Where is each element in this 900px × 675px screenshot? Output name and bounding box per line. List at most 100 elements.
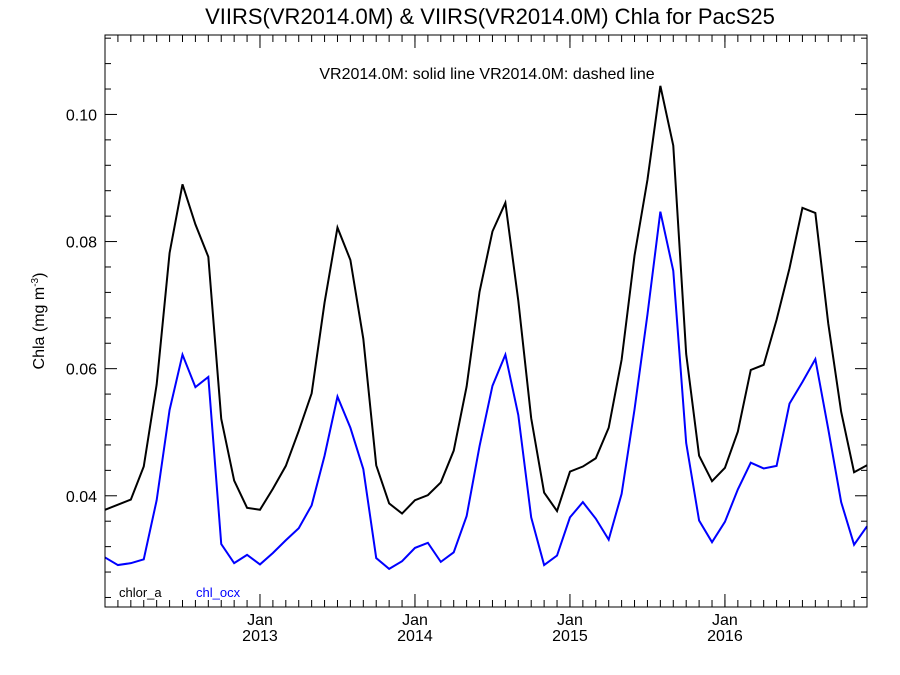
data-point-chl_ocx	[698, 520, 700, 522]
data-point-chl_ocx	[117, 564, 119, 566]
data-point-chl_ocx	[324, 455, 326, 457]
data-point-chl_ocx	[233, 562, 235, 564]
data-point-chlor_a	[466, 385, 468, 387]
data-point-chl_ocx	[737, 488, 739, 490]
data-point-chl_ocx	[311, 504, 313, 506]
data-point-chlor_a	[840, 411, 842, 413]
data-point-chl_ocx	[207, 376, 209, 378]
data-point-chl_ocx	[711, 541, 713, 543]
plot-frame	[104, 34, 868, 608]
data-point-chl_ocx	[401, 560, 403, 562]
data-point-chlor_a	[427, 494, 429, 496]
data-point-chl_ocx	[272, 552, 274, 554]
data-point-chl_ocx	[388, 568, 390, 570]
data-point-chl_ocx	[582, 501, 584, 503]
data-point-chl_ocx	[621, 493, 623, 495]
data-point-chlor_a	[556, 510, 558, 512]
data-point-chlor_a	[117, 504, 119, 506]
series-layer	[104, 85, 868, 571]
data-point-chlor_a	[272, 488, 274, 490]
data-point-chl_ocx	[453, 551, 455, 553]
legend: chlor_a chl_ocx	[119, 585, 241, 600]
data-point-chlor_a	[143, 466, 145, 468]
data-point-chlor_a	[285, 465, 287, 467]
data-point-chlor_a	[130, 499, 132, 501]
data-point-chlor_a	[737, 431, 739, 433]
data-point-chlor_a	[440, 481, 442, 483]
data-point-chlor_a	[582, 466, 584, 468]
data-point-chl_ocx	[672, 270, 674, 272]
data-point-chl_ocx	[763, 467, 765, 469]
data-point-chlor_a	[672, 145, 674, 147]
data-point-chl_ocx	[220, 543, 222, 545]
data-point-chlor_a	[634, 255, 636, 257]
x-tick-label-month: Jan	[402, 612, 428, 629]
data-point-chl_ocx	[530, 516, 532, 518]
data-point-chlor_a	[324, 302, 326, 304]
x-tick-label-year: 2016	[707, 628, 743, 645]
data-point-chl_ocx	[466, 515, 468, 517]
data-point-chl_ocx	[814, 358, 816, 360]
data-point-chl_ocx	[750, 462, 752, 464]
data-point-chlor_a	[646, 179, 648, 181]
data-point-chlor_a	[853, 471, 855, 473]
data-point-chlor_a	[517, 300, 519, 302]
data-point-chlor_a	[750, 369, 752, 371]
data-point-chlor_a	[479, 291, 481, 293]
data-point-chlor_a	[311, 392, 313, 394]
data-point-chlor_a	[233, 480, 235, 482]
data-point-chlor_a	[169, 252, 171, 254]
data-point-chl_ocx	[724, 521, 726, 523]
data-point-chlor_a	[724, 467, 726, 469]
data-point-chlor_a	[388, 502, 390, 504]
x-tick-label-year: 2013	[242, 628, 278, 645]
y-axis-label-text: Chla (mg m	[31, 287, 48, 370]
data-point-chl_ocx	[143, 558, 145, 560]
y-tick-label: 0.06	[66, 362, 97, 379]
data-point-chlor_a	[595, 457, 597, 459]
data-point-chlor_a	[763, 364, 765, 366]
data-point-chl_ocx	[801, 381, 803, 383]
data-point-chl_ocx	[479, 445, 481, 447]
data-point-chl_ocx	[543, 564, 545, 566]
data-point-chl_ocx	[504, 354, 506, 356]
data-point-chl_ocx	[827, 428, 829, 430]
data-point-chl_ocx	[608, 539, 610, 541]
data-point-chl_ocx	[169, 409, 171, 411]
data-point-chlor_a	[698, 455, 700, 457]
data-point-chl_ocx	[595, 518, 597, 520]
data-point-chl_ocx	[556, 555, 558, 557]
data-point-chl_ocx	[336, 396, 338, 398]
data-point-chl_ocx	[259, 563, 261, 565]
data-point-chl_ocx	[659, 211, 661, 213]
data-point-chlor_a	[336, 227, 338, 229]
chart-title: VIIRS(VR2014.0M) & VIIRS(VR2014.0M) Chla…	[205, 4, 775, 29]
data-point-chl_ocx	[517, 414, 519, 416]
data-point-chlor_a	[801, 207, 803, 209]
data-point-chlor_a	[194, 223, 196, 225]
data-point-chl_ocx	[349, 427, 351, 429]
data-point-chl_ocx	[634, 408, 636, 410]
series-line-chl_ocx	[104, 211, 868, 571]
data-point-chl_ocx	[440, 561, 442, 563]
data-point-chlor_a	[789, 267, 791, 269]
data-point-chl_ocx	[130, 562, 132, 564]
x-tick-label-month: Jan	[712, 612, 738, 629]
data-point-chl_ocx	[414, 547, 416, 549]
data-point-chlor_a	[414, 499, 416, 501]
data-point-chl_ocx	[491, 385, 493, 387]
data-point-chlor_a	[246, 507, 248, 509]
data-point-chl_ocx	[685, 442, 687, 444]
data-point-chlor_a	[401, 513, 403, 515]
legend-label-chlor_a: chlor_a	[119, 585, 162, 600]
data-point-chlor_a	[530, 417, 532, 419]
data-point-chlor_a	[608, 427, 610, 429]
data-point-chlor_a	[453, 450, 455, 452]
y-axis-label: Chla (mg m-3)	[30, 273, 48, 370]
data-point-chl_ocx	[298, 527, 300, 529]
data-point-chlor_a	[685, 353, 687, 355]
data-point-chl_ocx	[840, 501, 842, 503]
data-point-chl_ocx	[156, 499, 158, 501]
